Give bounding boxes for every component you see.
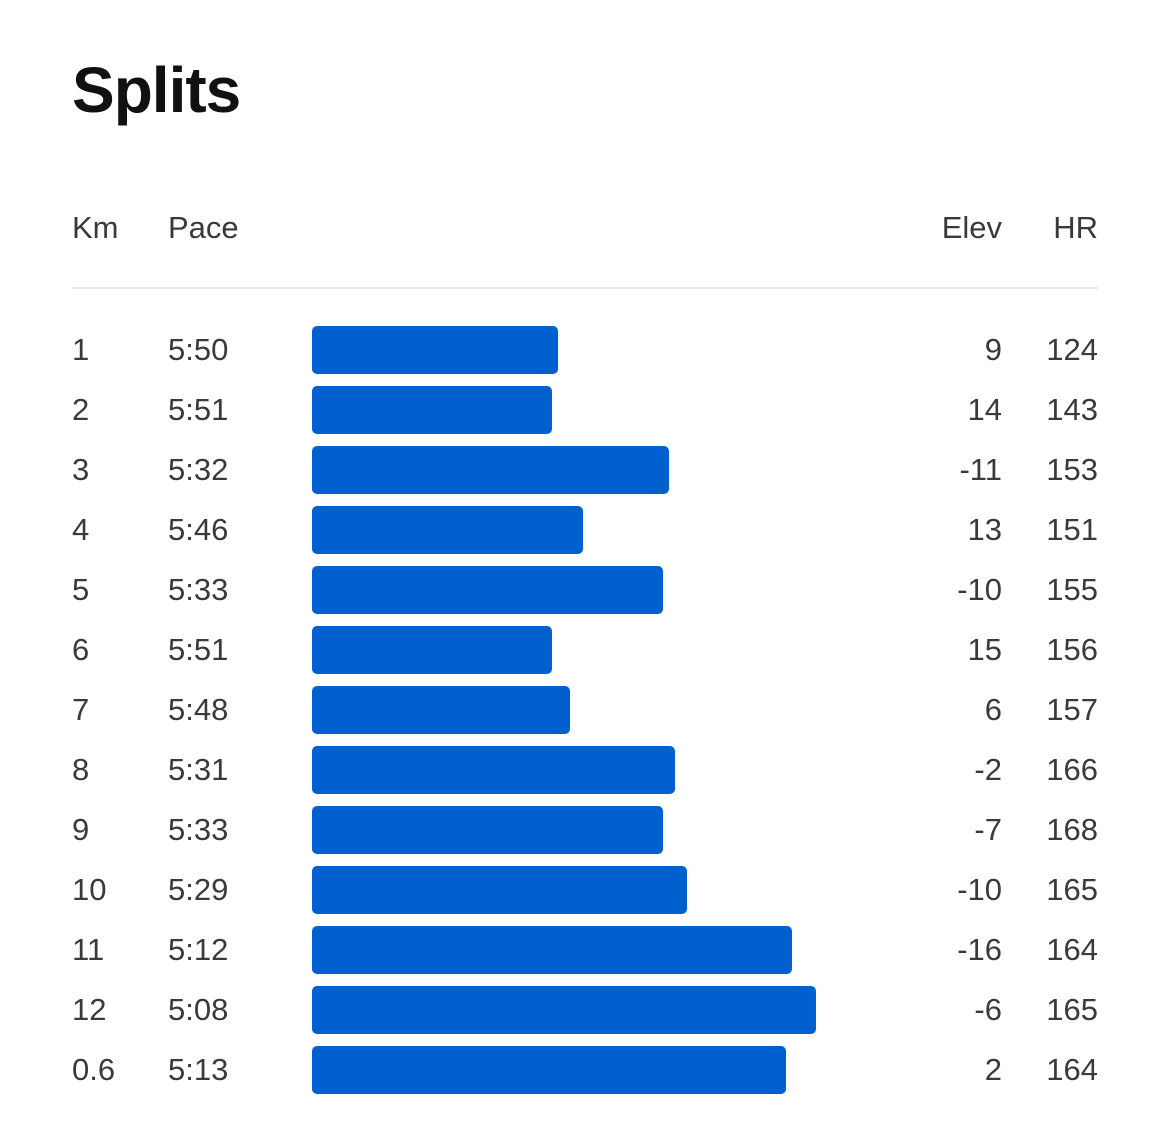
split-pace: 5:29 — [168, 872, 229, 907]
splits-table-header: Km Pace Elev HR — [0, 206, 1170, 250]
column-header-elev: Elev — [941, 210, 1002, 245]
pace-bar — [312, 326, 558, 374]
split-elev: -7 — [974, 812, 1002, 847]
split-hr: 164 — [1046, 1052, 1098, 1087]
split-pace: 5:08 — [168, 992, 229, 1027]
split-row: 5 5:33 -10 155 — [0, 560, 1170, 620]
pace-bar — [312, 1046, 786, 1094]
pace-bar — [312, 986, 816, 1034]
split-row: 6 5:51 15 156 — [0, 620, 1170, 680]
split-km: 1 — [72, 332, 90, 367]
split-hr: 164 — [1046, 932, 1098, 967]
split-row: 2 5:51 14 143 — [0, 380, 1170, 440]
split-hr: 155 — [1046, 572, 1098, 607]
split-km: 10 — [72, 872, 107, 907]
split-hr: 157 — [1046, 692, 1098, 727]
split-km: 4 — [72, 512, 90, 547]
split-elev: -6 — [974, 992, 1002, 1027]
split-elev: -10 — [957, 872, 1002, 907]
splits-table-body: 1 5:50 9 124 2 5:51 14 143 3 5:32 -11 153 4 5:46 13 151… — [0, 320, 1170, 1100]
split-pace: 5:33 — [168, 572, 229, 607]
split-hr: 166 — [1046, 752, 1098, 787]
split-row: 12 5:08 -6 165 — [0, 980, 1170, 1040]
column-header-hr: HR — [1053, 210, 1098, 245]
split-hr: 153 — [1046, 452, 1098, 487]
pace-bar — [312, 506, 583, 554]
split-row: 4 5:46 13 151 — [0, 500, 1170, 560]
split-pace: 5:46 — [168, 512, 229, 547]
split-hr: 165 — [1046, 872, 1098, 907]
split-km: 6 — [72, 632, 90, 667]
split-hr: 165 — [1046, 992, 1098, 1027]
split-pace: 5:31 — [168, 752, 229, 787]
split-row: 0.6 5:13 2 164 — [0, 1040, 1170, 1100]
pace-bar — [312, 446, 669, 494]
split-pace: 5:48 — [168, 692, 229, 727]
split-km: 8 — [72, 752, 90, 787]
page-title: Splits — [72, 54, 241, 126]
split-row: 7 5:48 6 157 — [0, 680, 1170, 740]
split-hr: 143 — [1046, 392, 1098, 427]
header-divider — [72, 287, 1098, 289]
split-km: 0.6 — [72, 1052, 116, 1087]
split-elev: -16 — [957, 932, 1002, 967]
split-hr: 156 — [1046, 632, 1098, 667]
split-pace: 5:12 — [168, 932, 229, 967]
split-hr: 151 — [1046, 512, 1098, 547]
split-pace: 5:51 — [168, 632, 229, 667]
split-row: 11 5:12 -16 164 — [0, 920, 1170, 980]
split-pace: 5:32 — [168, 452, 229, 487]
split-elev: 9 — [984, 332, 1002, 367]
pace-bar — [312, 386, 552, 434]
split-km: 12 — [72, 992, 107, 1027]
split-elev: -10 — [957, 572, 1002, 607]
pace-bar — [312, 746, 675, 794]
split-elev: 15 — [967, 632, 1002, 667]
split-elev: 2 — [984, 1052, 1002, 1087]
split-pace: 5:13 — [168, 1052, 229, 1087]
split-pace: 5:33 — [168, 812, 229, 847]
pace-bar — [312, 866, 687, 914]
split-km: 7 — [72, 692, 90, 727]
split-elev: -11 — [959, 452, 1002, 487]
pace-bar — [312, 566, 663, 614]
split-hr: 124 — [1046, 332, 1098, 367]
split-elev: -2 — [974, 752, 1002, 787]
pace-bar — [312, 626, 552, 674]
pace-bar — [312, 686, 570, 734]
split-row: 10 5:29 -10 165 — [0, 860, 1170, 920]
split-elev: 13 — [967, 512, 1002, 547]
split-pace: 5:51 — [168, 392, 229, 427]
split-row: 8 5:31 -2 166 — [0, 740, 1170, 800]
pace-bar — [312, 926, 792, 974]
split-pace: 5:50 — [168, 332, 229, 367]
split-row: 1 5:50 9 124 — [0, 320, 1170, 380]
split-elev: 6 — [984, 692, 1002, 727]
split-row: 9 5:33 -7 168 — [0, 800, 1170, 860]
split-row: 3 5:32 -11 153 — [0, 440, 1170, 500]
split-km: 2 — [72, 392, 90, 427]
split-km: 5 — [72, 572, 90, 607]
split-km: 9 — [72, 812, 90, 847]
split-km: 3 — [72, 452, 90, 487]
split-hr: 168 — [1046, 812, 1098, 847]
column-header-km: Km — [72, 210, 119, 245]
split-elev: 14 — [967, 392, 1002, 427]
pace-bar — [312, 806, 663, 854]
split-km: 11 — [72, 932, 105, 967]
column-header-pace: Pace — [168, 210, 239, 245]
